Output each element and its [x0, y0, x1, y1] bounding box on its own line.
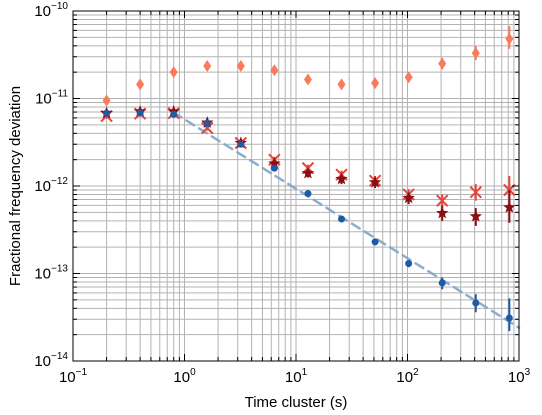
y-tick-label: 10−13: [34, 264, 68, 283]
data-point-circle: [103, 109, 111, 117]
data-point-circle: [203, 119, 211, 127]
data-point-x: [469, 185, 482, 199]
y-tick-label: 10−10: [34, 1, 68, 20]
data-point-star: [368, 175, 382, 188]
data-point-star: [335, 172, 348, 185]
data-point-circle: [304, 190, 312, 198]
x-axis-title: Time cluster (s): [245, 394, 348, 411]
data-point-star: [301, 166, 315, 179]
x-tick-labels: 10−1 100 101 102 103: [59, 367, 531, 386]
data-point-x: [201, 121, 214, 135]
series-circle: [103, 109, 513, 332]
data-point-circle: [338, 215, 346, 223]
data-point-diamond: [102, 94, 111, 107]
fit-line: [172, 111, 521, 329]
data-point-circle: [270, 164, 278, 172]
x-tick-label: 100: [173, 367, 196, 386]
data-point-circle: [237, 140, 245, 148]
fit-line-layer: [172, 111, 521, 329]
data-point-diamond: [371, 77, 380, 90]
y-tick-labels: 10−14 10−13 10−12 10−11 10−10: [34, 1, 68, 370]
grid: [72, 11, 519, 362]
data-point-diamond: [270, 64, 279, 77]
data-point-diamond: [337, 78, 346, 91]
data-point-star: [436, 206, 449, 219]
y-axis-title: Fractional frequency deviation: [7, 86, 24, 286]
data-point-circle: [472, 299, 480, 307]
data-point-diamond: [505, 32, 514, 45]
data-point-star: [503, 200, 516, 213]
y-tick-label: 10−12: [34, 176, 68, 195]
data-point-x: [436, 194, 449, 207]
data-point-diamond: [438, 57, 447, 70]
data-point-circle: [505, 314, 513, 322]
series-diamond: [102, 26, 514, 107]
data-point-diamond: [236, 60, 245, 73]
data-point-circle: [438, 279, 446, 287]
data-point-diamond: [404, 71, 413, 84]
data-point-star: [402, 191, 415, 204]
data-point-circle: [371, 238, 379, 246]
y-tick-label: 10−11: [35, 89, 68, 108]
data-layer: [100, 26, 516, 332]
data-point-diamond: [203, 60, 212, 73]
data-point-diamond: [471, 47, 480, 60]
ticks: [72, 11, 519, 362]
data-point-diamond: [169, 66, 178, 79]
data-point-circle: [170, 110, 178, 118]
data-point-circle: [136, 109, 144, 117]
y-tick-label: 10−14: [34, 351, 68, 370]
data-point-circle: [405, 260, 413, 268]
data-point-diamond: [303, 73, 312, 86]
x-tick-label: 101: [285, 367, 308, 386]
x-tick-label: 10−1: [59, 367, 88, 386]
x-tick-label: 103: [508, 367, 531, 386]
data-point-diamond: [136, 78, 145, 91]
data-point-star: [469, 209, 482, 222]
x-tick-label: 102: [396, 367, 419, 386]
data-point-star: [268, 157, 281, 169]
